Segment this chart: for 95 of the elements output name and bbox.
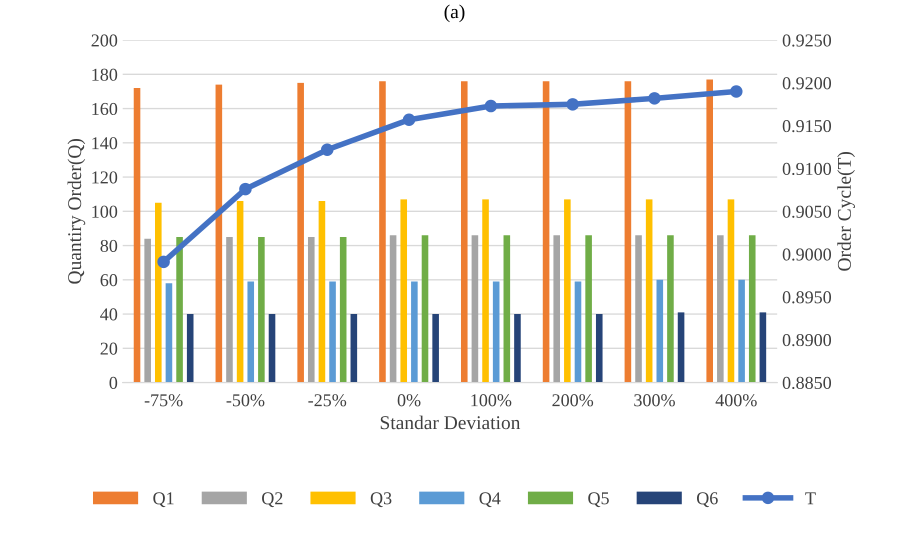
point — [648, 92, 661, 105]
bar — [646, 199, 652, 383]
point — [730, 85, 743, 98]
y-tick-label: 160 — [92, 102, 118, 116]
y2-tick-label: 0.9250 — [782, 34, 832, 47]
legend-label: Q2 — [262, 492, 282, 508]
point — [239, 182, 252, 196]
y-tick-label: 40 — [100, 308, 118, 320]
bar — [656, 280, 664, 383]
x-tick-label: 300% — [634, 394, 675, 406]
point — [320, 143, 334, 156]
bar — [760, 312, 766, 383]
bar — [514, 314, 521, 383]
bar — [667, 235, 674, 383]
text: (a) — [444, 4, 464, 22]
y2-tick-label: 0.9000 — [782, 248, 832, 261]
y-tick-label: 60 — [100, 274, 118, 286]
legend-label: Q4 — [480, 492, 501, 508]
bar — [542, 81, 550, 383]
bar — [460, 81, 468, 383]
y-tick-label: 200 — [92, 34, 118, 47]
y2-tick-label: 0.9100 — [782, 162, 832, 176]
bar — [268, 314, 276, 383]
bar — [482, 199, 489, 383]
bar — [748, 235, 756, 383]
bar — [635, 235, 642, 383]
y-tick-label: 0 — [110, 376, 118, 389]
bar — [144, 238, 151, 383]
legend-label: Q3 — [370, 492, 392, 508]
y2-tick-label: 0.8950 — [782, 291, 832, 304]
bar — [297, 82, 304, 383]
y-tick-label: 100 — [92, 206, 118, 218]
bar — [728, 199, 734, 383]
bar — [492, 282, 500, 383]
legend-label: Q1 — [153, 492, 174, 508]
bar — [176, 237, 183, 383]
bar — [553, 235, 560, 383]
x-tick-label: 100% — [471, 394, 512, 406]
y-tick-label: 20 — [100, 342, 118, 355]
y2-tick-label: 0.9200 — [782, 77, 832, 90]
bar — [226, 237, 233, 383]
x-tick-label: -25% — [308, 394, 346, 406]
bar — [308, 237, 315, 383]
bar — [216, 84, 222, 383]
bar — [504, 235, 510, 383]
y2-axis-title: Order Cycle(T) — [837, 152, 855, 271]
bar — [186, 314, 194, 383]
bar — [379, 81, 386, 383]
bar — [329, 282, 336, 383]
bar — [432, 314, 439, 383]
bar — [318, 201, 326, 383]
bar — [678, 312, 684, 383]
y-tick-label: 140 — [92, 137, 118, 150]
x-tick-label: -75% — [144, 394, 183, 406]
bar — [400, 199, 408, 383]
y2-tick-label: 0.9050 — [782, 206, 832, 218]
bar — [574, 282, 582, 383]
bar — [738, 280, 745, 383]
legend-label: Q6 — [696, 492, 718, 508]
y-tick-label: 180 — [92, 68, 118, 81]
x-tick-label: -50% — [226, 394, 264, 406]
bar — [585, 235, 592, 383]
bar — [706, 80, 713, 383]
bar — [340, 237, 346, 383]
point — [484, 100, 498, 112]
bar — [247, 282, 254, 383]
bar — [411, 282, 418, 383]
y2-tick-label: 0.9150 — [782, 120, 832, 132]
bar — [258, 237, 265, 383]
bar — [422, 235, 428, 383]
bar — [624, 81, 632, 383]
legend-label: T — [805, 492, 816, 504]
x-tick-label: 0% — [398, 394, 420, 406]
point — [566, 98, 579, 111]
bar — [134, 88, 140, 383]
bar — [564, 199, 571, 383]
bar — [472, 235, 478, 383]
y2-tick-label: 0.8850 — [782, 376, 832, 390]
x-tick-label: 400% — [716, 394, 757, 406]
bar — [166, 283, 172, 383]
y2-tick-label: 0.8900 — [782, 334, 832, 346]
x-axis-title: Standar Deviation — [380, 416, 520, 430]
bar — [596, 314, 603, 383]
x-tick-label: 200% — [552, 394, 594, 406]
legend-label: Q5 — [588, 492, 609, 508]
bar — [155, 202, 162, 383]
y-tick-label: 80 — [100, 240, 118, 252]
bar — [350, 314, 358, 383]
y-tick-label: 120 — [92, 171, 118, 184]
bar — [717, 235, 724, 383]
point — [402, 113, 416, 126]
bar — [390, 235, 396, 383]
y-axis-title: Quantiry Order(Q) — [68, 139, 86, 284]
bar — [236, 201, 244, 383]
point — [157, 256, 170, 268]
